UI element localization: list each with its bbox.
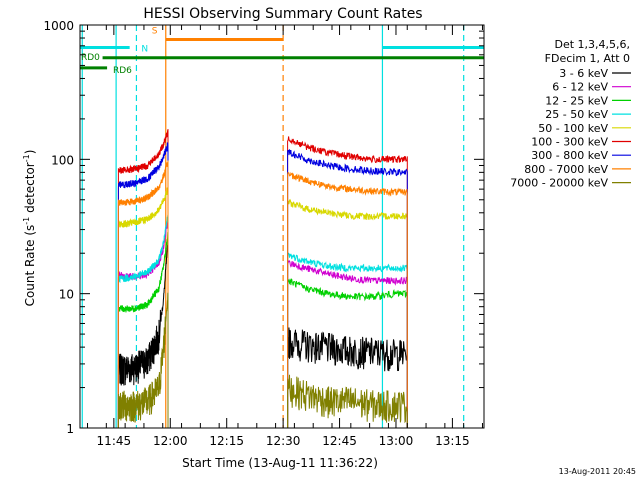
- series-line: [117, 214, 169, 428]
- y-axis-label-part: Count Rate (s: [23, 225, 37, 307]
- x-tick-label: 12:15: [209, 434, 244, 448]
- legend-header: FDecim 1, Att 0: [545, 52, 630, 65]
- series-line: [287, 327, 408, 428]
- y-axis-label-part: detector: [23, 162, 37, 217]
- series-line: [117, 160, 169, 428]
- series-line: [117, 231, 169, 428]
- y-tick-label: 100: [51, 153, 74, 167]
- plot-area: NS RD0 RD6: [80, 25, 484, 428]
- x-tick-label: 13:15: [435, 434, 470, 448]
- legend-label: 800 - 7000 keV: [524, 163, 608, 176]
- legend-label: 300 - 800 keV: [531, 149, 608, 162]
- legend-label: 25 - 50 keV: [545, 108, 608, 121]
- x-tick-label: 12:45: [322, 434, 357, 448]
- timestamp: 13-Aug-2011 20:45: [559, 467, 636, 476]
- x-tick-label: 13:00: [379, 434, 414, 448]
- series-line: [117, 129, 169, 428]
- flag-label: N: [141, 44, 148, 54]
- legend-header: Det 1,3,4,5,6,: [554, 38, 630, 51]
- series-line: [287, 252, 408, 428]
- series-line: [117, 142, 169, 428]
- y-axis-label-part: ): [23, 150, 37, 155]
- flag-label: S: [152, 26, 158, 36]
- series-line: [287, 198, 408, 428]
- legend-label: 12 - 25 keV: [545, 94, 608, 107]
- x-tick-label: 12:00: [153, 434, 188, 448]
- flag-label: RD6: [113, 66, 132, 76]
- series-line: [117, 292, 169, 428]
- legend-label: 100 - 300 keV: [531, 136, 608, 149]
- legend-label: 6 - 12 keV: [552, 81, 608, 94]
- legend-label: 3 - 6 keV: [559, 67, 608, 80]
- plot-frame: [79, 24, 485, 429]
- y-axis-label: Count Rate (s-1 detector-1): [22, 150, 37, 307]
- axes: 1 10 100 1000 11:45 12:00 12:15 12:30 12:45 13:00…: [43, 19, 485, 448]
- series-line: [287, 259, 408, 428]
- x-tick-label: 11:45: [97, 434, 132, 448]
- legend-label: 7000 - 20000 keV: [510, 177, 608, 190]
- series-line: [287, 148, 408, 428]
- chart-title: HESSI Observing Summary Count Rates: [143, 6, 422, 22]
- x-tick-label: 12:30: [266, 434, 301, 448]
- series-line: [287, 374, 408, 428]
- y-tick-label: 10: [59, 288, 74, 302]
- series-line: [117, 187, 169, 428]
- flag-label: RD0: [81, 53, 100, 63]
- y-tick-label: 1000: [43, 19, 74, 33]
- x-axis-label: Start Time (13-Aug-11 11:36:22): [182, 456, 378, 470]
- y-axis-label-sup: -1: [22, 217, 31, 225]
- series-line: [117, 238, 169, 428]
- y-tick-label: 1: [66, 422, 74, 436]
- series-line: [287, 171, 408, 428]
- legend-label: 50 - 100 keV: [538, 122, 608, 135]
- series-line: [287, 278, 408, 428]
- legend: Det 1,3,4,5,6, FDecim 1, Att 0 3 - 6 keV…: [510, 38, 631, 190]
- y-axis-label-sup: -1: [22, 154, 31, 162]
- series-line: [287, 136, 408, 428]
